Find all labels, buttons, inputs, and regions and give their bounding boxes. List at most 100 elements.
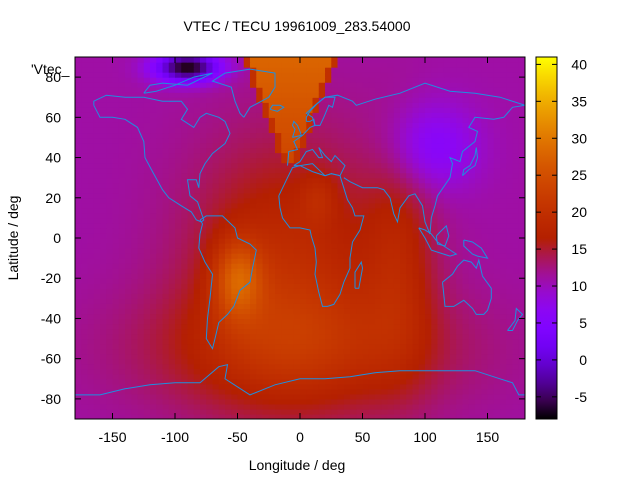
heatmap-cell (218, 82, 226, 88)
heatmap-cell (231, 403, 239, 410)
heatmap-cell (262, 378, 270, 385)
heatmap-cell (356, 157, 364, 164)
heatmap-cell (218, 318, 226, 325)
heatmap-cell (512, 288, 520, 294)
heatmap-cell (437, 207, 445, 214)
heatmap-cell (75, 258, 82, 264)
heatmap-cell (475, 308, 482, 315)
heatmap-cell (256, 187, 264, 194)
heatmap-cell (231, 268, 239, 274)
heatmap-cell (418, 273, 426, 279)
heatmap-cell (381, 263, 389, 269)
heatmap-cell (312, 383, 320, 390)
heatmap-cell (275, 147, 282, 154)
heatmap-cell (193, 232, 201, 239)
heatmap-cell (206, 232, 214, 239)
heatmap-cell (231, 318, 239, 325)
heatmap-cell (243, 87, 251, 93)
heatmap-cell (381, 97, 389, 103)
heatmap-cell (325, 403, 332, 410)
heatmap-cell (375, 388, 382, 395)
heatmap-cell (381, 107, 389, 113)
heatmap-cell (368, 177, 376, 184)
heatmap-cell (300, 343, 307, 350)
heatmap-cell (143, 303, 151, 309)
heatmap-cell (468, 222, 476, 229)
heatmap-cell (137, 102, 145, 108)
heatmap-cell (412, 298, 420, 304)
heatmap-cell (500, 167, 507, 174)
heatmap-cell (231, 308, 239, 315)
heatmap-cell (481, 413, 489, 419)
heatmap-cell (225, 142, 232, 149)
heatmap-cell (493, 313, 501, 320)
heatmap-cell (518, 77, 525, 83)
heatmap-cell (262, 413, 270, 419)
heatmap-cell (462, 328, 470, 335)
heatmap-cell (487, 398, 495, 405)
heatmap-cell (193, 293, 201, 299)
heatmap-cell (168, 147, 176, 154)
heatmap-cell (393, 368, 401, 375)
heatmap-cell (331, 373, 339, 380)
heatmap-cell (418, 388, 426, 395)
heatmap-cell (493, 298, 501, 304)
heatmap-cell (500, 107, 507, 113)
heatmap-cell (143, 202, 151, 209)
heatmap-cell (312, 82, 320, 88)
heatmap-cell (518, 328, 525, 335)
heatmap-cell (212, 273, 220, 279)
heatmap-cell (131, 162, 139, 169)
heatmap-cell (181, 273, 189, 279)
heatmap-cell (293, 77, 301, 83)
heatmap-cell (487, 383, 495, 390)
heatmap-cell (462, 72, 470, 78)
heatmap-cell (368, 353, 376, 360)
heatmap-cell (268, 238, 276, 244)
heatmap-cell (243, 107, 251, 113)
heatmap-cell (187, 167, 195, 174)
heatmap-cell (456, 177, 464, 184)
heatmap-cell (406, 197, 414, 204)
heatmap-cell (468, 207, 476, 214)
heatmap-cell (218, 383, 226, 390)
heatmap-cell (368, 348, 376, 355)
heatmap-cell (250, 313, 257, 320)
heatmap-cell (468, 258, 476, 264)
heatmap-cell (106, 363, 114, 370)
heatmap-cell (412, 348, 420, 355)
heatmap-cell (456, 278, 464, 284)
heatmap-cell (256, 142, 264, 149)
heatmap-cell (75, 197, 82, 204)
heatmap-cell (262, 112, 270, 118)
heatmap-cell (281, 393, 289, 400)
heatmap-cell (350, 97, 357, 103)
heatmap-cell (500, 328, 507, 335)
heatmap-cell (512, 338, 520, 345)
heatmap-cell (168, 393, 176, 400)
heatmap-cell (187, 82, 195, 88)
heatmap-cell (506, 393, 514, 400)
heatmap-cell (462, 82, 470, 88)
heatmap-cell (475, 142, 482, 149)
heatmap-cell (262, 338, 270, 345)
heatmap-cell (512, 127, 520, 134)
heatmap-cell (193, 253, 201, 259)
heatmap-cell (437, 92, 445, 98)
heatmap-cell (268, 413, 276, 419)
heatmap-cell (350, 358, 357, 365)
heatmap-cell (375, 373, 382, 380)
heatmap-cell (368, 217, 376, 224)
heatmap-cell (112, 127, 120, 134)
heatmap-cell (431, 413, 439, 419)
heatmap-cell (500, 313, 507, 320)
heatmap-cell (287, 278, 295, 284)
heatmap-cell (131, 258, 139, 264)
heatmap-cell (168, 77, 176, 83)
heatmap-cell (487, 413, 495, 419)
heatmap-cell (156, 288, 164, 294)
heatmap-cell (175, 137, 182, 144)
heatmap-cell (381, 398, 389, 405)
heatmap-cell (381, 308, 389, 315)
heatmap-cell (150, 72, 157, 78)
